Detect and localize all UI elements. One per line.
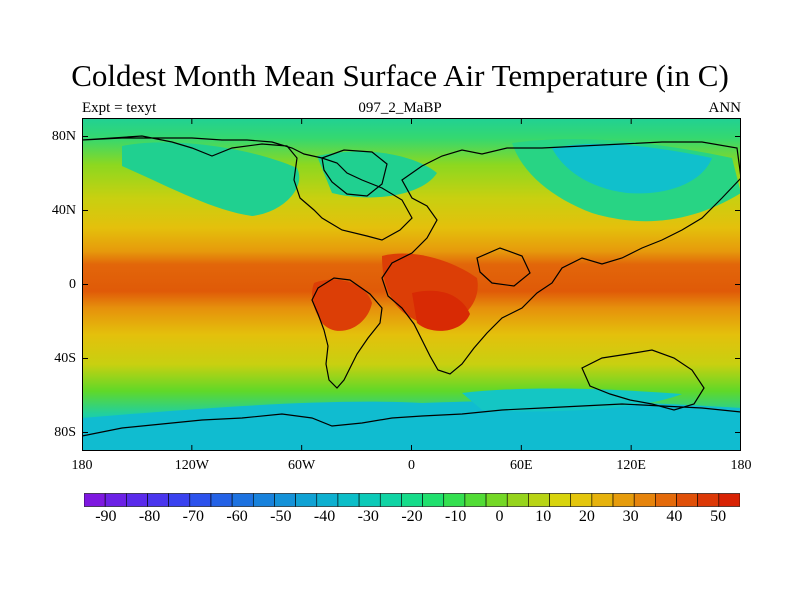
colorbar-box (210, 493, 233, 507)
colorbar-box (168, 493, 191, 507)
outline-antarctica (82, 403, 741, 451)
cold-region-south-ocean (462, 388, 682, 412)
outline-north-america (82, 135, 413, 241)
colorbar-box (231, 493, 254, 507)
colorbar-label: -70 (182, 508, 204, 525)
colorbar-box (189, 493, 212, 507)
lat-tick-label: 80S (54, 424, 76, 440)
colorbar-box (633, 493, 656, 507)
colorbar (84, 493, 740, 507)
colorbar-box (252, 493, 275, 507)
colorbar-box (295, 493, 318, 507)
temperature-map (82, 118, 741, 451)
colorbar-label: -10 (445, 508, 467, 525)
colorbar-box (147, 493, 169, 507)
season-label: ANN (708, 100, 742, 116)
colorbar-box (443, 493, 466, 507)
lon-tick-label: 60E (510, 458, 533, 473)
colorbar-box (697, 493, 720, 507)
colorbar-box (612, 493, 635, 507)
lon-tick-label: 0 (408, 458, 415, 473)
cold-region-antarctica (82, 400, 741, 451)
colorbar-box (126, 493, 148, 507)
colorbar-label: -80 (138, 508, 161, 525)
colorbar-box (84, 493, 106, 507)
coldest-region-asia (552, 143, 712, 194)
lon-tick-label: 60W (288, 458, 316, 473)
colorbar-label: -60 (226, 508, 248, 525)
colorbar-box (337, 493, 360, 507)
colorbar-box (274, 493, 296, 507)
run-label: 097_2_MaBP (358, 100, 442, 116)
colorbar-box (549, 493, 572, 507)
colorbar-box (358, 493, 381, 507)
lat-tick-label: 40S (54, 350, 76, 366)
colorbar-box (718, 493, 740, 507)
colorbar-label: 10 (535, 508, 552, 525)
outline-arabia (476, 247, 531, 287)
map-ticks (82, 118, 741, 451)
colorbar-box (528, 493, 550, 507)
cold-region-arctic-shelf (317, 151, 437, 198)
colorbar-box (104, 493, 127, 507)
outline-australia (581, 349, 705, 411)
colorbar-label: -50 (270, 508, 292, 525)
colorbar-box (591, 493, 614, 507)
lat-tick-label: 0 (69, 276, 76, 292)
colorbar-box (676, 493, 698, 507)
colorbar-label: 30 (622, 508, 639, 525)
lon-tick-label: 120E (616, 458, 646, 473)
colorbar-label: -40 (313, 508, 336, 525)
colorbar-label: -90 (95, 508, 117, 525)
colorbar-label: -20 (401, 508, 423, 525)
warm-region-south-america (312, 279, 372, 331)
lat-tick-label: 40N (51, 202, 76, 218)
colorbar-label: 0 (495, 508, 504, 525)
colorbar-box (655, 493, 677, 507)
outline-south-america (311, 277, 383, 389)
warm-region-indian (412, 290, 470, 331)
chart-title: Coldest Month Mean Surface Air Temperatu… (71, 58, 729, 93)
colorbar-label: -30 (357, 508, 379, 525)
colorbar-box (464, 493, 487, 507)
colorbar-box (401, 493, 423, 507)
lon-tick-label: 180 (71, 458, 93, 473)
colorbar-label: 40 (666, 508, 683, 525)
outline-greenland (321, 149, 388, 197)
colorbar-label: 50 (710, 508, 727, 525)
colorbar-box (316, 493, 339, 507)
colorbar-box (570, 493, 593, 507)
lon-tick-label: 120W (174, 458, 209, 473)
lat-tick-label: 80N (51, 128, 76, 144)
colorbar-box (379, 493, 402, 507)
colorbar-box (485, 493, 508, 507)
experiment-label: Expt = texyt (82, 100, 157, 116)
colorbar-box (422, 493, 445, 507)
cold-region-north-america (122, 142, 300, 216)
outline-eurasia-africa (381, 141, 741, 375)
colorbar-label: 20 (578, 508, 595, 525)
lon-tick-label: 180 (730, 458, 752, 473)
colorbar-box (506, 493, 529, 507)
